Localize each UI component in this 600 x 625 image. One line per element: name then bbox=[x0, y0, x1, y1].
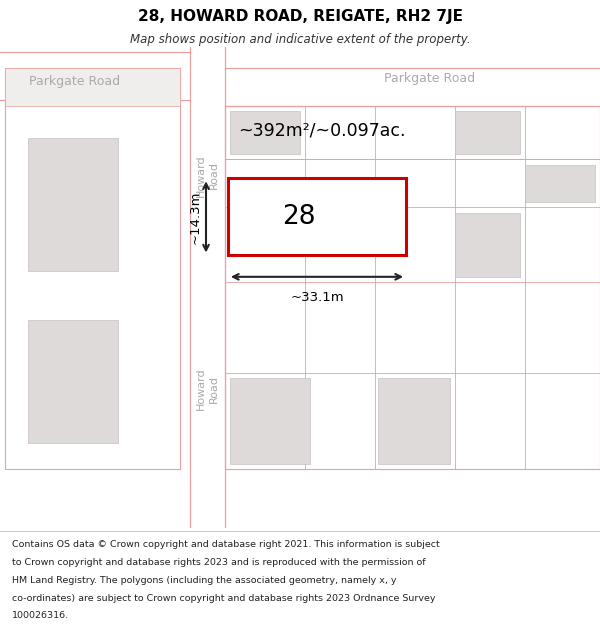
Bar bbox=[5, 68, 180, 469]
Bar bbox=[225, 68, 600, 106]
Text: ~14.3m: ~14.3m bbox=[189, 190, 202, 244]
Bar bbox=[525, 164, 595, 202]
Text: ~392m²/~0.097ac.: ~392m²/~0.097ac. bbox=[238, 121, 406, 139]
Text: 28, HOWARD ROAD, REIGATE, RH2 7JE: 28, HOWARD ROAD, REIGATE, RH2 7JE bbox=[137, 9, 463, 24]
Bar bbox=[28, 319, 118, 442]
Text: Map shows position and indicative extent of the property.: Map shows position and indicative extent… bbox=[130, 32, 470, 46]
Bar bbox=[228, 178, 406, 256]
Text: ~33.1m: ~33.1m bbox=[290, 291, 344, 304]
Text: 28: 28 bbox=[283, 204, 316, 230]
Text: Howard
Road: Howard Road bbox=[196, 368, 219, 411]
Text: Parkgate Road: Parkgate Road bbox=[29, 74, 121, 88]
Text: HM Land Registry. The polygons (including the associated geometry, namely x, y: HM Land Registry. The polygons (includin… bbox=[12, 576, 397, 584]
Text: Contains OS data © Crown copyright and database right 2021. This information is : Contains OS data © Crown copyright and d… bbox=[12, 540, 440, 549]
Bar bbox=[5, 68, 180, 106]
Bar bbox=[230, 378, 310, 464]
Bar bbox=[455, 213, 520, 277]
Text: Parkgate Road: Parkgate Road bbox=[385, 72, 476, 86]
Text: co-ordinates) are subject to Crown copyright and database rights 2023 Ordnance S: co-ordinates) are subject to Crown copyr… bbox=[12, 594, 436, 602]
Bar bbox=[455, 111, 520, 154]
Bar bbox=[378, 378, 450, 464]
Bar bbox=[190, 47, 225, 528]
Text: 100026316.: 100026316. bbox=[12, 611, 69, 621]
Bar bbox=[225, 106, 600, 469]
Bar bbox=[0, 52, 190, 101]
Text: to Crown copyright and database rights 2023 and is reproduced with the permissio: to Crown copyright and database rights 2… bbox=[12, 558, 425, 567]
Bar bbox=[28, 138, 118, 271]
Bar bbox=[230, 111, 300, 154]
Text: Howard
Road: Howard Road bbox=[196, 154, 219, 196]
